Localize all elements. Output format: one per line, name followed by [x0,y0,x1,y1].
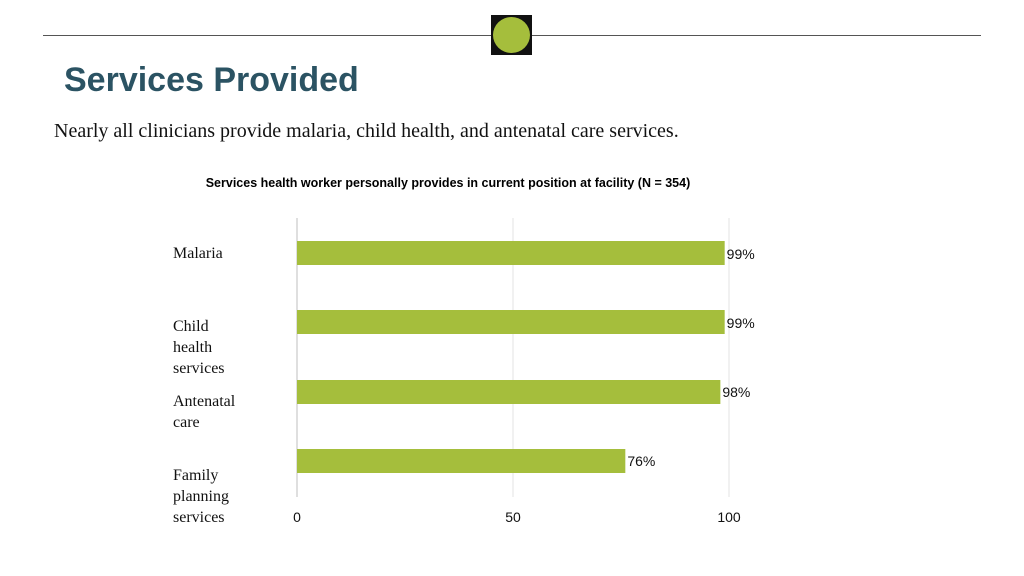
data-label: 98% [722,384,750,400]
x-tick-label: 50 [505,509,521,525]
chart-title: Services health worker personally provid… [205,176,691,190]
bar [297,449,626,473]
data-label: 76% [627,453,655,469]
bar [297,380,721,404]
category-label: Family planning services [173,467,229,526]
category-label: Child health services [173,318,225,377]
slide-title: Services Provided [64,61,359,99]
category-label: Antenatal care [173,393,236,431]
bar [297,310,725,334]
bar [297,241,725,265]
slide-subtitle: Nearly all clinicians provide malaria, c… [54,120,679,142]
data-label: 99% [727,315,755,331]
x-tick-label: 0 [293,509,301,525]
x-tick-label: 100 [717,509,741,525]
slide-badge-icon [491,15,532,55]
data-label: 99% [727,246,755,262]
category-label: Malaria [173,245,223,262]
